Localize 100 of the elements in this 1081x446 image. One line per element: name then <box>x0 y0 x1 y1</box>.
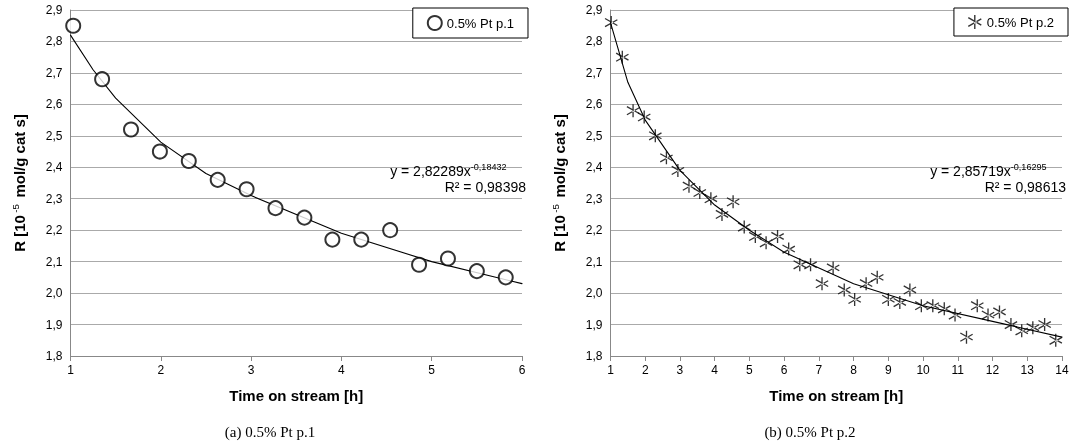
point <box>782 242 796 256</box>
point <box>324 231 341 248</box>
point <box>837 283 851 297</box>
point <box>759 236 773 250</box>
y-tick-label: 2,0 <box>585 286 603 301</box>
point <box>65 17 82 34</box>
point <box>671 163 685 177</box>
x-tick-label: 1 <box>67 363 75 377</box>
point <box>804 258 818 272</box>
point <box>793 258 807 272</box>
point <box>903 283 917 297</box>
point <box>296 209 313 226</box>
x-axis-title: Time on stream [h] <box>229 387 364 404</box>
x-tick-label: 11 <box>951 363 965 377</box>
text: (b) 0.5% Pt p.2 <box>764 423 856 441</box>
x-tick-label: 3 <box>676 363 684 377</box>
x-tick-label: 1 <box>607 363 615 377</box>
x-tick-label: 7 <box>815 363 823 377</box>
legend-label: 0.5% Pt p.1 <box>446 15 515 31</box>
y-tick-label: 2,7 <box>45 65 63 80</box>
y-tick-label: 1,8 <box>585 349 603 363</box>
y-tick-label: 2,3 <box>585 191 603 206</box>
point <box>726 195 740 209</box>
point <box>981 308 995 322</box>
point <box>353 231 370 248</box>
point <box>1015 324 1029 338</box>
point <box>715 207 729 221</box>
y-tick-label: 2,8 <box>585 34 603 49</box>
y-tick-label: 2,5 <box>45 128 63 143</box>
point <box>1026 321 1040 335</box>
point <box>682 179 696 193</box>
point <box>209 171 226 188</box>
y-tick-label: 2,6 <box>45 97 63 112</box>
y-axis-title: R [10-5 mol/g cat s] <box>10 114 28 252</box>
y-tick-label: 2,7 <box>585 65 603 80</box>
point <box>859 277 873 291</box>
point <box>926 299 940 313</box>
annotation: R² = 0,98398 <box>444 179 527 195</box>
x-axis-title: Time on stream [h] <box>769 387 904 404</box>
point <box>659 151 673 165</box>
point <box>151 143 168 160</box>
y-tick-label: 2,2 <box>45 223 63 238</box>
y-tick-label: 2,1 <box>45 254 63 269</box>
y-tick-label: 2,6 <box>585 97 603 112</box>
point <box>180 152 197 169</box>
x-tick-label: 2 <box>157 363 165 377</box>
point <box>815 277 829 291</box>
x-tick-label: 2 <box>641 363 649 377</box>
point <box>948 308 962 322</box>
x-tick-label: 12 <box>985 363 1000 377</box>
point <box>267 200 284 217</box>
point <box>893 296 907 310</box>
x-tick-label: 13 <box>1020 363 1035 377</box>
y-tick-label: 1,9 <box>45 317 63 332</box>
y-tick-label: 2,9 <box>45 3 63 17</box>
text: (a) 0.5% Pt p.1 <box>224 423 316 441</box>
point <box>992 305 1006 319</box>
y-tick-label: 2,2 <box>585 223 603 238</box>
y-tick-label: 2,0 <box>45 286 63 301</box>
point <box>468 263 485 280</box>
point <box>848 292 862 306</box>
point <box>959 330 973 344</box>
x-tick-label: 4 <box>711 363 719 377</box>
y-tick-label: 1,8 <box>45 349 63 363</box>
point <box>615 50 629 64</box>
y-axis-title: R [10-5 mol/g cat s] <box>550 114 568 252</box>
point <box>970 299 984 313</box>
point <box>94 71 111 88</box>
point <box>748 229 762 243</box>
point <box>881 292 895 306</box>
y-tick-label: 2,9 <box>585 3 603 17</box>
point <box>497 269 514 286</box>
point <box>1049 333 1063 347</box>
point <box>693 185 707 199</box>
point <box>1004 318 1018 332</box>
point <box>637 110 651 124</box>
point <box>238 181 255 198</box>
point <box>826 261 840 275</box>
y-tick-label: 2,4 <box>585 160 603 175</box>
x-tick-label: 9 <box>885 363 892 377</box>
point <box>737 220 751 234</box>
y-tick-label: 2,8 <box>45 34 63 49</box>
y-tick-label: 2,3 <box>45 191 63 206</box>
point <box>604 16 618 30</box>
y-tick-label: 2,5 <box>585 128 603 143</box>
point <box>771 229 785 243</box>
point <box>382 222 399 239</box>
y-tick-label: 2,1 <box>585 254 603 269</box>
point <box>123 121 139 138</box>
legend-label: 0.5% Pt p.2 <box>986 14 1055 30</box>
point <box>648 129 662 143</box>
point <box>626 104 640 118</box>
y-tick-label: 1,9 <box>585 317 603 332</box>
point <box>439 250 456 267</box>
annotation: R² = 0,98613 <box>984 179 1067 195</box>
point <box>1038 318 1052 332</box>
x-tick-label: 14 <box>1055 363 1069 377</box>
x-tick-label: 6 <box>518 363 526 377</box>
point <box>937 302 951 316</box>
x-tick-label: 4 <box>338 363 346 377</box>
